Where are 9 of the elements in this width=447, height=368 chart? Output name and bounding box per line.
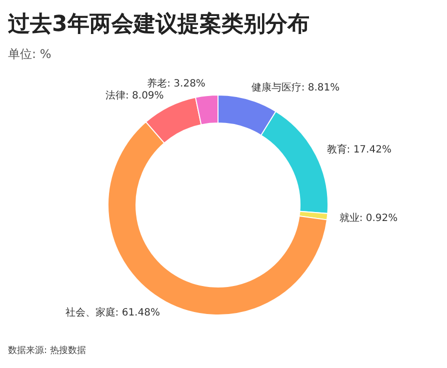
slice-label: 健康与医疗: 8.81% (251, 82, 340, 94)
slice-label: 法律: 8.09% (105, 90, 164, 102)
slice-label: 社会、家庭: 61.48% (65, 306, 160, 318)
chart-title: 过去3年两会建议提案类别分布 (7, 11, 310, 37)
slice-label: 就业: 0.92% (339, 212, 398, 224)
chart-subtitle: 单位: % (8, 47, 52, 61)
slice-label: 养老: 3.28% (147, 78, 206, 90)
slice-label: 教育: 17.42% (326, 144, 392, 156)
source-note: 数据来源: 热搜数据 (8, 345, 86, 356)
